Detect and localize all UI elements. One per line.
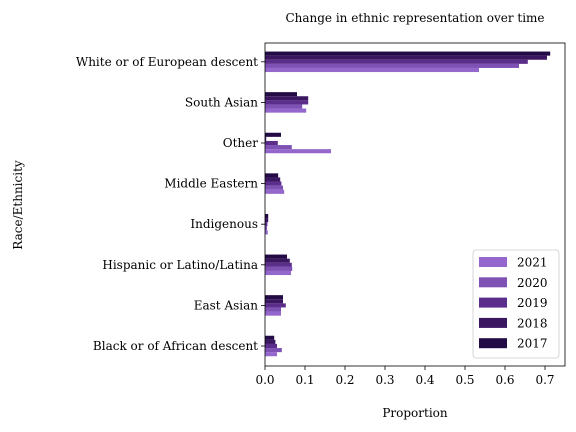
legend-box [472,249,560,359]
bar [265,63,519,68]
legend-swatch [479,257,507,267]
bar [265,303,286,308]
legend-swatch [479,277,507,288]
bar [265,181,282,186]
x-tick-label: 0.3 [375,373,394,387]
bar [265,149,331,154]
x-tick-label: 0.4 [415,373,434,387]
category-labels: White or of European descent South Asian O… [76,55,265,353]
legend-swatch [479,338,507,349]
bar [265,67,479,73]
x-tick-label: 0.6 [495,373,514,387]
legend-swatch [479,317,507,328]
x-tick-label: 0.2 [335,373,354,387]
bar [265,108,307,113]
bar [265,145,292,150]
bar [265,299,283,304]
legend-label: 2020 [517,276,548,290]
y-tick-label: East Asian [194,298,259,312]
bar [265,352,277,357]
y-tick-label: White or of European descent [76,55,258,69]
bar [265,104,303,109]
bar [265,173,279,178]
y-tick-label: Hispanic or Latino/Latina [102,258,258,272]
legend-swatch [479,297,507,308]
bar [265,185,283,190]
bar [265,226,267,231]
y-tick-label: Other [223,136,258,150]
x-tick-label: 0.5 [455,373,474,387]
y-tick-label: Middle Eastern [164,177,258,191]
bar [265,266,293,271]
y-axis-title: Race/Ethnicity [11,160,25,250]
bar [265,218,269,223]
bar [265,222,268,227]
legend-label: 2019 [517,296,548,310]
bar [265,343,277,349]
x-tick-label: 0.7 [535,373,554,387]
bar [265,189,285,194]
bar [265,55,547,60]
x-tick-labels: 0.0 0.1 0.2 0.3 0.4 0.5 0.6 0.7 [255,366,555,387]
bar [265,51,551,56]
bar [265,177,281,182]
bar [265,295,283,300]
bar [265,335,275,340]
plot-frame [264,42,566,367]
bar [265,59,528,64]
bar [265,311,281,316]
bar [265,140,278,146]
bar [265,230,268,235]
bar [265,262,292,267]
bar [265,132,281,137]
bars-group [265,51,551,357]
chart-title: Change in ethnic representation over tim… [285,11,544,25]
bar [265,136,267,141]
y-tick-label: Black or of African descent [93,339,258,353]
bar [265,339,276,344]
bar [265,92,297,97]
x-axis-title: Proportion [382,406,448,420]
bar [265,96,309,101]
bar [265,100,309,105]
x-tick-label: 0.1 [295,373,314,387]
bar [265,258,290,263]
legend: 2021 2020 2019 2018 2017 [472,249,560,359]
bar [265,348,282,353]
legend-label: 2017 [517,337,548,351]
x-tick-label: 0.0 [255,373,274,387]
bar [265,254,287,259]
legend-label: 2018 [517,316,548,330]
bar [265,270,291,276]
bar [265,307,281,312]
bar [265,213,269,219]
y-tick-label: Indigenous [190,217,258,231]
legend-label: 2021 [517,256,548,270]
y-tick-label: South Asian [185,95,258,109]
